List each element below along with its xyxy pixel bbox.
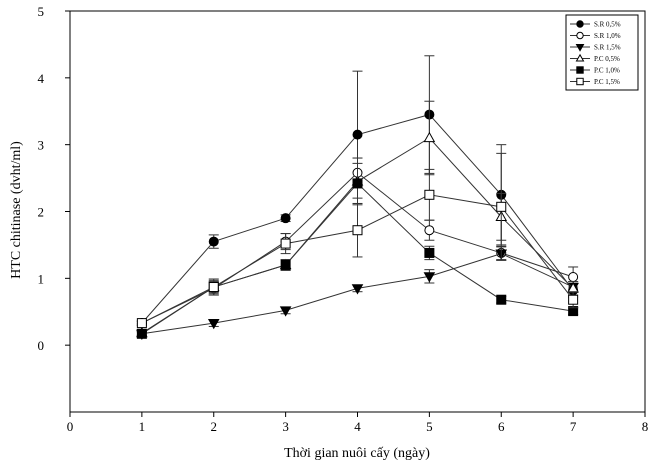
legend-marker — [575, 43, 585, 52]
data-point — [136, 318, 147, 329]
x-tick-label: 8 — [642, 419, 648, 434]
data-point — [279, 306, 292, 317]
x-tick-label: 3 — [282, 419, 289, 434]
data-point — [568, 271, 579, 282]
legend-marker — [576, 20, 584, 28]
y-tick-label: 4 — [38, 71, 45, 86]
data-point — [351, 284, 364, 295]
data-point — [208, 282, 219, 293]
y-tick-label: 1 — [38, 271, 45, 286]
legend-label: S.R 0,5% — [594, 21, 621, 29]
x-tick-label: 7 — [570, 419, 577, 434]
legend-label: P.C 1,0% — [594, 67, 620, 75]
y-tick-label: 2 — [38, 205, 45, 220]
data-point — [280, 259, 291, 270]
series-layer — [136, 55, 579, 340]
x-tick-label: 1 — [139, 419, 146, 434]
data-point — [280, 238, 291, 249]
legend-label: P.C 0,5% — [594, 55, 620, 63]
x-tick-label: 5 — [426, 419, 433, 434]
legend-label: S.R 1,0% — [594, 32, 621, 40]
legend-marker — [576, 31, 584, 40]
x-tick-label: 2 — [211, 419, 218, 434]
data-point — [208, 236, 219, 247]
data-point — [424, 189, 435, 200]
data-point — [568, 294, 579, 305]
y-tick-label: 0 — [38, 338, 45, 353]
legend: S.R 0,5% S.R 1,0% S.R 1,5% P.C 0,5% P.C 1,0%… — [565, 14, 639, 91]
series-6 — [136, 152, 579, 329]
data-point — [424, 247, 435, 258]
x-tick-label: 4 — [354, 419, 361, 434]
x-tick-label: 6 — [498, 419, 505, 434]
y-axis-title: HTC chitinase (dvht/ml) — [9, 141, 24, 279]
data-point — [423, 272, 436, 283]
x-tick-label: 0 — [67, 419, 74, 434]
data-point — [207, 319, 220, 330]
data-point — [352, 225, 363, 236]
data-point — [352, 129, 363, 140]
legend-marker — [576, 77, 584, 86]
axes: 0 1 2 3 4 5 6 7 8 0 1 2 3 4 5 — [38, 4, 648, 434]
data-point — [496, 294, 507, 305]
data-point — [423, 131, 436, 143]
legend-label: S.R 1,5% — [594, 44, 621, 52]
data-point — [496, 201, 507, 212]
data-point — [280, 213, 291, 224]
legend-marker — [576, 66, 584, 74]
y-tick-label: 3 — [38, 138, 45, 153]
series-3 — [136, 246, 579, 340]
data-point — [352, 178, 363, 189]
data-point — [424, 225, 435, 236]
data-point — [136, 328, 147, 339]
y-tick-label: 5 — [38, 4, 45, 19]
legend-label: P.C 1,5% — [594, 78, 620, 86]
x-axis-title: Thời gian nuôi cấy (ngày) — [284, 446, 430, 461]
legend-box — [565, 14, 639, 91]
legend-marker — [575, 53, 585, 62]
